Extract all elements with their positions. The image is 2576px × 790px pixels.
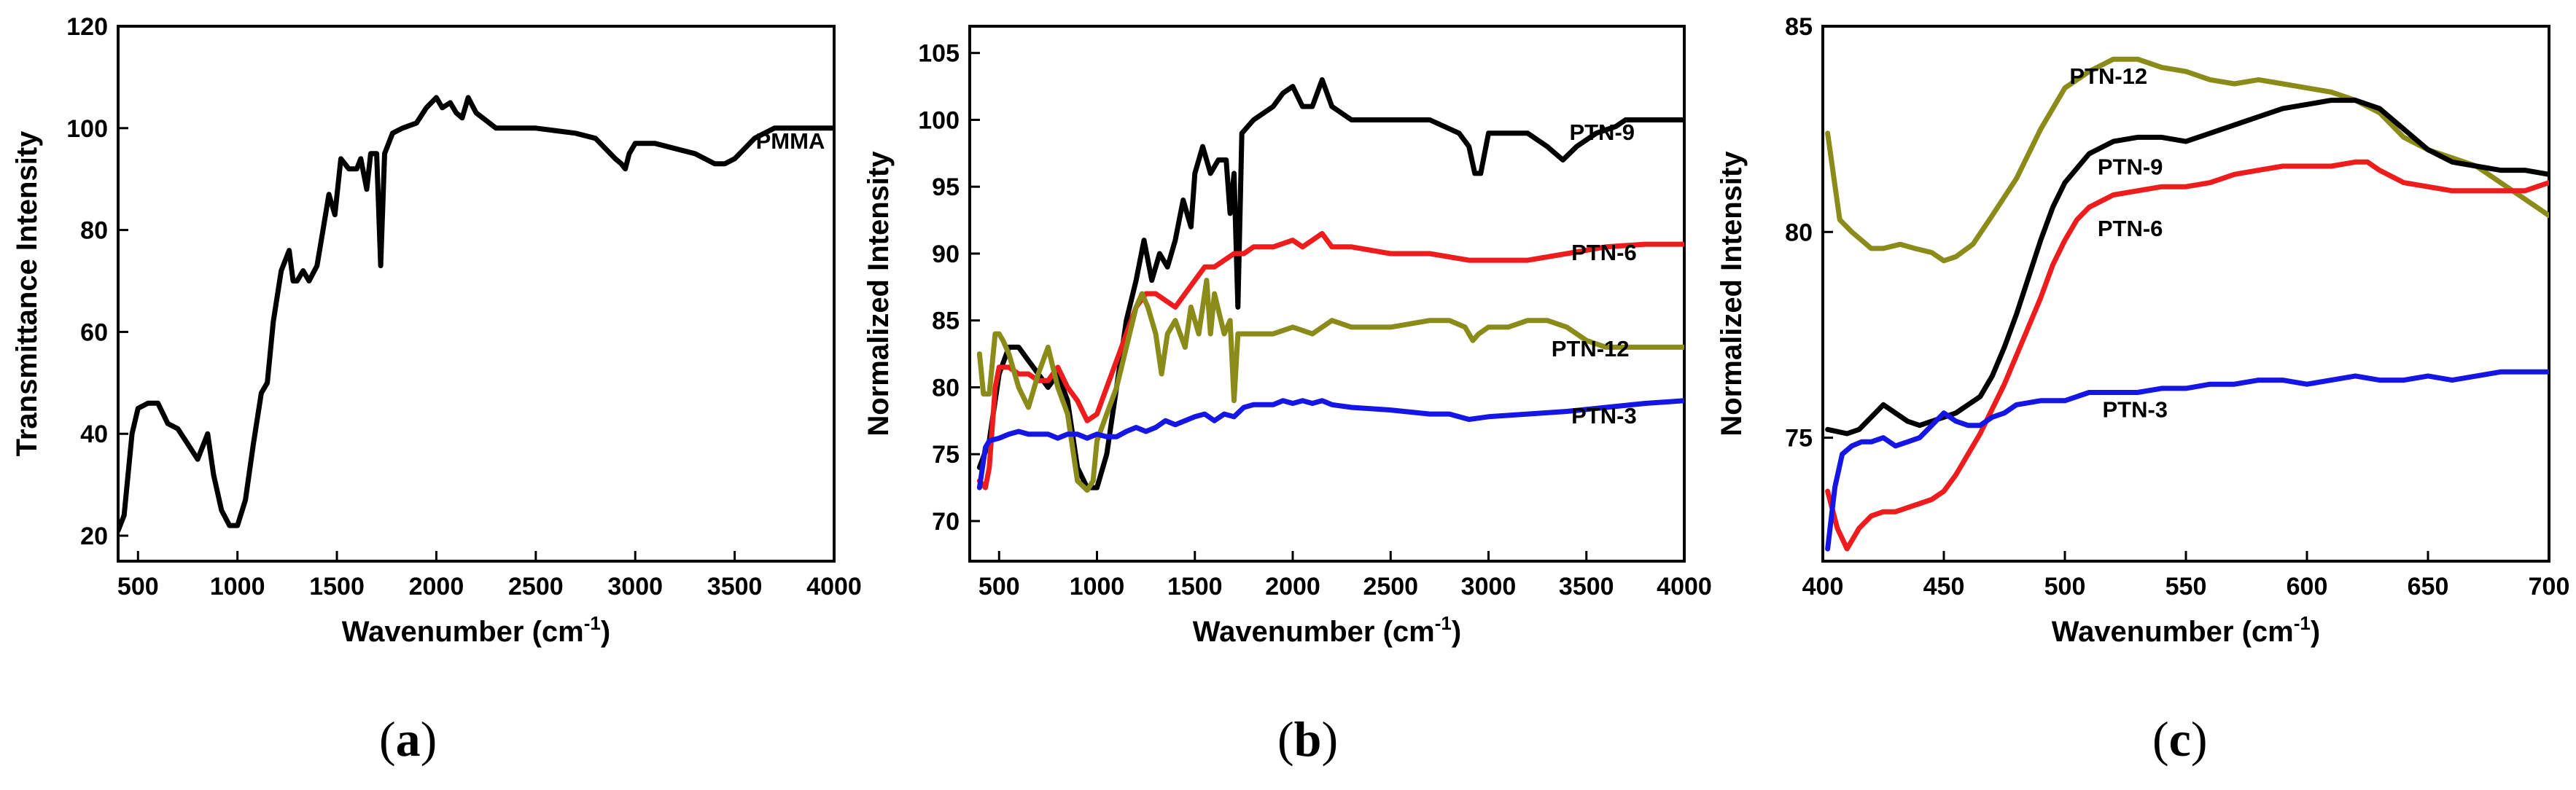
- x-tick-label: 2500: [508, 573, 564, 601]
- series-line-ptn-9: [1825, 98, 2549, 437]
- x-tick-label: 3500: [1559, 573, 1614, 601]
- x-tick-label: 500: [2044, 573, 2086, 601]
- x-tick-label: 700: [2529, 573, 2570, 601]
- series-label-pmma: PMMA: [756, 128, 825, 154]
- panel-caption-c: (c): [2152, 711, 2208, 767]
- x-tick-label: 3500: [707, 573, 763, 601]
- y-tick-label: 40: [80, 421, 108, 448]
- chart-panel-a: 500 1000 1500 2000 2500 3000 3500 4000 20 40 60 80 1…: [11, 13, 862, 648]
- series-label-ptn-6: PTN-6: [1571, 240, 1637, 265]
- series-label-ptn-6: PTN-6: [2098, 216, 2163, 241]
- y-tick-label: 80: [80, 217, 108, 245]
- x-axis-label: Wavenumber (cm-1): [342, 612, 610, 648]
- y-tick-label: 20: [80, 523, 108, 550]
- y-tick-label: 80: [1785, 219, 1813, 246]
- x-tick-label: 2000: [409, 573, 464, 601]
- series-label-ptn-9: PTN-9: [1569, 120, 1635, 145]
- y-tick-label: 90: [932, 240, 960, 268]
- x-tick-label: 550: [2166, 573, 2207, 601]
- y-tick-label: 100: [66, 115, 108, 143]
- y-axis-label: Transmittance Intensity: [11, 130, 43, 457]
- x-tick-label: 3000: [607, 573, 663, 601]
- x-tick-label: 4000: [806, 573, 862, 601]
- y-tick-label: 85: [932, 308, 960, 335]
- x-tick-label: 450: [1923, 573, 1965, 601]
- series-label-ptn-9: PTN-9: [2098, 154, 2163, 179]
- y-tick-label: 120: [66, 13, 108, 41]
- plot-frame: [1821, 25, 2550, 563]
- x-tick-label: 3000: [1461, 573, 1517, 601]
- x-tick-label: 1500: [1167, 573, 1223, 601]
- chart-panel-b: 500 1000 1500 2000 2500 3000 3500 4000 70 75 80 85 9…: [863, 25, 1712, 648]
- x-axis-label: Wavenumber (cm-1): [2052, 612, 2320, 648]
- y-axis-label: Normalized Intensity: [1716, 151, 1748, 437]
- plot-frame: [968, 25, 1686, 563]
- y-tick-label: 95: [932, 173, 960, 201]
- y-tick-label: 85: [1785, 13, 1813, 41]
- x-tick-label: 2500: [1363, 573, 1418, 601]
- y-tick-label: 60: [80, 318, 108, 346]
- plot-frame: [117, 25, 836, 563]
- x-tick-label: 500: [117, 573, 159, 601]
- y-tick-label: 100: [918, 106, 960, 134]
- series-line-ptn-3: [1825, 369, 2549, 552]
- y-tick-label: 80: [932, 374, 960, 402]
- panel-caption-a: (a): [379, 711, 437, 767]
- series-line-ptn-6: [1825, 159, 2549, 552]
- series-label-ptn-12: PTN-12: [1552, 336, 1630, 361]
- x-axis-label: Wavenumber (cm-1): [1193, 612, 1461, 648]
- chart-panel-c: 400 450 500 550 600 650 700 75 80 85 Wavenumber (c…: [1716, 13, 2569, 648]
- x-tick-label: 500: [978, 573, 1020, 601]
- y-axis-label: Normalized Intensity: [863, 151, 895, 437]
- series-line-ptn-12: [1825, 56, 2549, 264]
- x-tick-label: 1000: [210, 573, 265, 601]
- y-tick-label: 105: [918, 40, 960, 68]
- x-tick-label: 600: [2287, 573, 2328, 601]
- x-tick-label: 1000: [1070, 573, 1125, 601]
- x-tick-label: 2000: [1265, 573, 1320, 601]
- series-label-ptn-12: PTN-12: [2069, 63, 2147, 89]
- series-label-ptn-3: PTN-3: [2102, 396, 2168, 422]
- y-tick-label: 75: [1785, 425, 1813, 453]
- series-line-ptn-12: [976, 278, 1684, 493]
- y-tick-label: 70: [932, 508, 960, 536]
- panel-caption-b: (b): [1277, 711, 1339, 767]
- x-tick-label: 400: [1802, 573, 1844, 601]
- series-line-pmma: [118, 95, 834, 533]
- x-tick-label: 650: [2408, 573, 2449, 601]
- series-line-ptn-3: [976, 398, 1684, 490]
- x-tick-label: 1500: [309, 573, 365, 601]
- y-tick-label: 75: [932, 441, 960, 469]
- x-tick-label: 4000: [1657, 573, 1712, 601]
- series-label-ptn-3: PTN-3: [1571, 403, 1637, 429]
